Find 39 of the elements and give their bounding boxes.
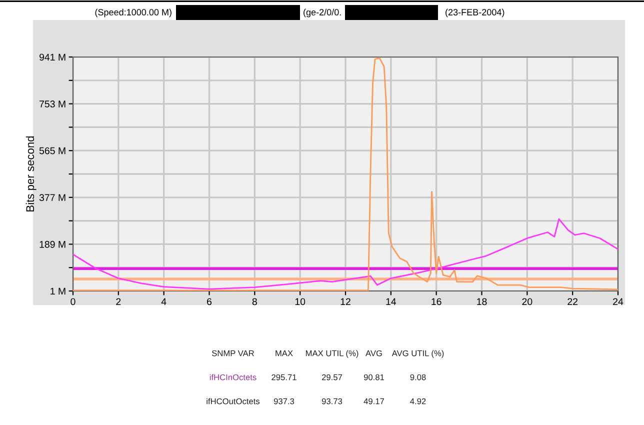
y-tick-label: 565 M: [39, 147, 66, 154]
text: 93.73: [322, 398, 342, 404]
x-tick-label: 4: [161, 298, 166, 305]
text: 4.92: [410, 398, 426, 404]
x-tick-label: 6: [207, 298, 212, 306]
y-tick-label: 377 M: [39, 194, 66, 202]
text: 295.71: [272, 374, 296, 380]
text: ifHCOutOctets: [206, 398, 260, 404]
text: AVG UTIL (%): [392, 350, 444, 358]
text: ifHCInOctets: [210, 374, 256, 380]
x-tick-label: 0: [70, 298, 76, 306]
x-tick-label: 18: [477, 298, 487, 306]
chart-title: (Speed:1000.00 M): [95, 8, 172, 18]
y-tick-label: 189 M: [40, 240, 66, 248]
x-tick-label: 24: [613, 298, 624, 305]
y-tick-label: 941 M: [39, 54, 66, 61]
y-axis-title: Bits per second: [26, 136, 36, 212]
x-tick-label: 22: [568, 298, 578, 305]
text: MAX: [276, 350, 293, 356]
y-tick-label: 1 M: [50, 288, 66, 295]
text: SNMP VAR: [212, 350, 254, 356]
line-series: [73, 57, 618, 291]
x-tick-label: 2: [116, 298, 121, 305]
x-tick-label: 16: [432, 298, 442, 306]
text: AVG: [366, 350, 382, 356]
text: MAX UTIL (%): [306, 350, 358, 358]
text: 29.57: [322, 374, 342, 380]
chart-subtitle: (ge-2/0/0.: [304, 8, 341, 18]
text: 90.81: [364, 374, 384, 380]
x-tick-label: 8: [252, 298, 257, 306]
text: 9.08: [410, 374, 426, 380]
text: (23-FEB-2004): [446, 8, 504, 18]
x-tick-label: 10: [295, 298, 306, 306]
x-tick-label: 12: [340, 298, 350, 305]
y-tick-label: 753 M: [40, 100, 66, 108]
text: 937.3: [274, 398, 294, 404]
x-tick-label: 14: [386, 298, 396, 305]
x-tick-label: 20: [522, 298, 532, 306]
text: 49.17: [364, 398, 384, 404]
